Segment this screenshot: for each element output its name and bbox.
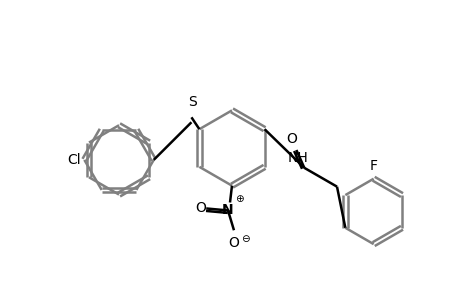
Text: O: O	[195, 202, 205, 215]
Text: F: F	[369, 159, 377, 173]
Text: ⊕: ⊕	[235, 194, 243, 205]
Text: O: O	[285, 132, 296, 146]
Text: ⊖: ⊖	[241, 234, 249, 244]
Text: NH: NH	[287, 152, 308, 166]
Text: N: N	[222, 203, 233, 218]
Text: O: O	[228, 236, 239, 250]
Text: S: S	[188, 95, 196, 110]
Text: Cl: Cl	[67, 153, 80, 167]
